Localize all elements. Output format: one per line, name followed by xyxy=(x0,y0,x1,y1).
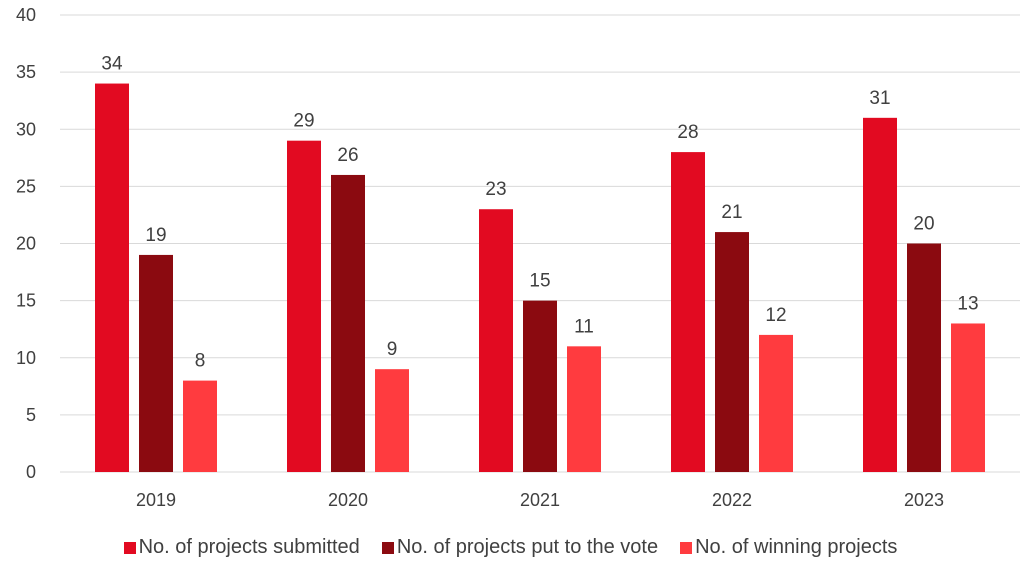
data-label: 13 xyxy=(957,293,978,314)
legend-item-submitted: No. of projects submitted xyxy=(123,536,360,559)
data-label: 19 xyxy=(145,225,166,246)
bar-2021-series-2 xyxy=(523,300,557,472)
bar-2019-series-3 xyxy=(183,380,217,472)
x-tick-label: 2020 xyxy=(328,490,368,510)
data-label: 31 xyxy=(869,88,890,109)
bar-2022-series-1 xyxy=(671,152,705,472)
bar-2020-series-1 xyxy=(287,140,321,473)
bar-2020-series-2 xyxy=(331,174,365,472)
y-tick-label: 10 xyxy=(16,348,36,368)
legend-swatch-winning xyxy=(680,541,693,554)
legend-label-winning: No. of winning projects xyxy=(695,536,898,558)
bar-2020-series-3 xyxy=(375,369,409,472)
data-label: 15 xyxy=(529,271,550,292)
legend-swatch-submitted xyxy=(123,541,136,554)
x-tick-label: 2023 xyxy=(904,490,944,510)
y-tick-label: 35 xyxy=(16,62,36,82)
bars xyxy=(95,83,985,473)
data-label: 11 xyxy=(574,316,594,337)
data-label: 23 xyxy=(485,179,506,200)
data-label: 26 xyxy=(337,145,358,166)
x-axis: 2019 2020 2021 2022 2023 xyxy=(136,490,944,510)
legend-label-submitted: No. of projects submitted xyxy=(138,536,360,558)
legend-item-winning: No. of winning projects xyxy=(680,536,897,559)
x-tick-label: 2021 xyxy=(520,490,560,510)
data-labels: 34 19 8 29 26 9 23 15 11 28 21 12 31 20 13 xyxy=(101,54,978,372)
y-tick-label: 20 xyxy=(16,234,36,254)
y-axis: 0 5 10 15 20 25 30 35 40 xyxy=(16,5,36,482)
y-tick-label: 5 xyxy=(26,405,36,425)
data-label: 12 xyxy=(765,305,786,326)
bar-2023-series-3 xyxy=(951,323,985,472)
y-tick-label: 15 xyxy=(16,291,36,311)
data-label: 9 xyxy=(387,339,398,360)
bar-2021-series-3 xyxy=(567,346,601,472)
x-tick-label: 2022 xyxy=(712,490,752,510)
legend: No. of projects submitted No. of project… xyxy=(0,536,1021,559)
bar-2022-series-3 xyxy=(759,334,793,472)
data-label: 20 xyxy=(913,214,934,235)
y-tick-label: 0 xyxy=(26,462,36,482)
data-label: 28 xyxy=(677,122,698,143)
bar-2023-series-2 xyxy=(907,243,941,472)
legend-label-put-to-vote: No. of projects put to the vote xyxy=(396,536,659,558)
bar-2023-series-1 xyxy=(863,117,897,472)
bar-2021-series-1 xyxy=(479,209,513,472)
data-label: 21 xyxy=(721,202,742,223)
bar-2022-series-2 xyxy=(715,232,749,472)
y-tick-label: 30 xyxy=(16,119,36,139)
y-tick-label: 40 xyxy=(16,5,36,25)
data-label: 8 xyxy=(195,351,206,372)
x-tick-label: 2019 xyxy=(136,490,176,510)
gridlines xyxy=(60,14,1020,473)
legend-swatch-put-to-vote xyxy=(381,541,394,554)
bar-2019-series-1 xyxy=(95,83,129,473)
bar-2019-series-2 xyxy=(139,254,173,472)
y-tick-label: 25 xyxy=(16,176,36,196)
data-label: 34 xyxy=(101,54,123,75)
legend-item-put-to-vote: No. of projects put to the vote xyxy=(381,536,659,559)
data-label: 29 xyxy=(293,111,314,132)
